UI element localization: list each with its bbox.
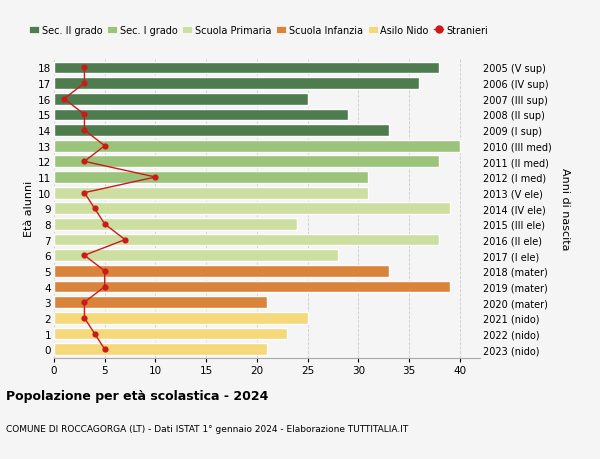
Point xyxy=(100,283,110,291)
Point xyxy=(80,112,89,119)
Legend: Sec. II grado, Sec. I grado, Scuola Primaria, Scuola Infanzia, Asilo Nido, Stran: Sec. II grado, Sec. I grado, Scuola Prim… xyxy=(29,26,488,36)
Point xyxy=(59,96,69,103)
Bar xyxy=(54,125,389,137)
Text: COMUNE DI ROCCAGORGA (LT) - Dati ISTAT 1° gennaio 2024 - Elaborazione TUTTITALIA: COMUNE DI ROCCAGORGA (LT) - Dati ISTAT 1… xyxy=(6,425,408,433)
Y-axis label: Anni di nascita: Anni di nascita xyxy=(560,168,570,250)
Bar xyxy=(54,109,348,121)
Bar xyxy=(54,156,439,168)
Point xyxy=(100,346,110,353)
Bar xyxy=(54,94,308,106)
Point xyxy=(80,158,89,166)
Bar xyxy=(54,140,460,152)
Point xyxy=(100,143,110,150)
Bar xyxy=(54,78,419,90)
Point xyxy=(90,330,100,337)
Y-axis label: Età alunni: Età alunni xyxy=(24,181,34,237)
Bar xyxy=(54,281,449,293)
Point xyxy=(80,80,89,88)
Point xyxy=(80,252,89,259)
Point xyxy=(80,127,89,134)
Bar xyxy=(54,328,287,340)
Bar xyxy=(54,172,368,184)
Bar xyxy=(54,250,338,262)
Point xyxy=(80,299,89,306)
Point xyxy=(120,236,130,244)
Point xyxy=(100,221,110,228)
Point xyxy=(80,314,89,322)
Bar xyxy=(54,203,449,215)
Point xyxy=(151,174,160,181)
Bar xyxy=(54,297,267,308)
Point xyxy=(90,205,100,213)
Point xyxy=(80,65,89,72)
Text: Popolazione per età scolastica - 2024: Popolazione per età scolastica - 2024 xyxy=(6,389,268,403)
Point xyxy=(100,268,110,275)
Point xyxy=(80,190,89,197)
Bar xyxy=(54,187,368,199)
Bar xyxy=(54,344,267,355)
Bar xyxy=(54,234,439,246)
Bar xyxy=(54,218,298,230)
Bar xyxy=(54,312,308,324)
Bar xyxy=(54,62,439,74)
Bar xyxy=(54,265,389,277)
